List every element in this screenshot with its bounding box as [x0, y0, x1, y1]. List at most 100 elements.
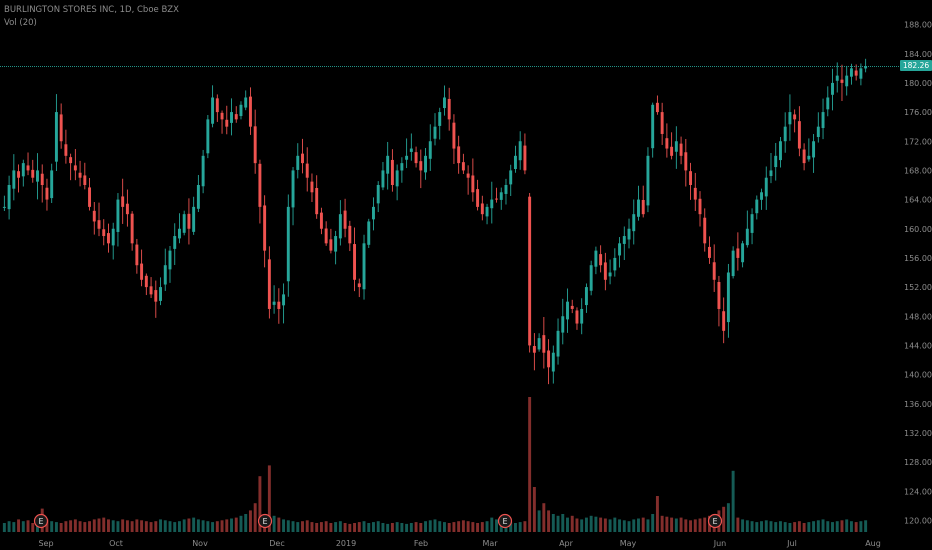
- candle: [793, 109, 797, 133]
- time-tick-label: Apr: [559, 539, 574, 548]
- volume-bar: [849, 521, 853, 532]
- chart-legend: BURLINGTON STORES INC, 1D, Cboe BZX Vol …: [4, 4, 179, 30]
- candle: [343, 198, 347, 238]
- candle: [36, 153, 39, 200]
- time-axis[interactable]: Sep Oct Nov Dec 2019 Feb Mar Apr May Jun Jul Aug: [38, 539, 880, 548]
- candle: [69, 153, 73, 181]
- candle-body: [201, 155, 205, 187]
- candle-body: [376, 185, 380, 204]
- candle-body: [428, 141, 432, 159]
- candle-body: [831, 82, 834, 95]
- candle-body: [168, 250, 172, 270]
- candle: [641, 185, 645, 218]
- candle: [509, 164, 513, 196]
- candle-body: [655, 102, 659, 113]
- price-tick-label: 180.00: [904, 79, 932, 88]
- volume-bar: [362, 521, 366, 532]
- volume-bar: [168, 521, 172, 532]
- volume-indicator-label[interactable]: Vol (20): [4, 18, 37, 28]
- candle: [258, 159, 262, 224]
- candle-body: [864, 66, 868, 69]
- candle-body: [684, 152, 688, 171]
- volume-bar: [130, 521, 134, 532]
- candle: [215, 94, 219, 122]
- volume-bar: [466, 521, 470, 532]
- earnings-marker[interactable]: E: [33, 513, 49, 529]
- candle: [679, 136, 683, 165]
- candle-body: [21, 163, 25, 177]
- time-tick-label: Oct: [109, 539, 123, 548]
- candle-body: [646, 155, 650, 206]
- candle: [845, 65, 849, 96]
- candle: [443, 85, 446, 116]
- candle-body: [495, 198, 498, 200]
- candle: [353, 227, 357, 292]
- earnings-marker[interactable]: E: [257, 513, 273, 529]
- candle-body: [239, 104, 243, 117]
- candle-body: [807, 155, 811, 160]
- volume-bar: [301, 521, 304, 532]
- volume-bar: [282, 519, 286, 532]
- candle: [826, 86, 830, 117]
- candle: [764, 166, 768, 210]
- candle-body: [12, 170, 16, 189]
- earnings-marker[interactable]: E: [707, 513, 723, 529]
- volume-bar: [206, 521, 210, 532]
- candle-body: [381, 170, 385, 188]
- candle: [88, 178, 92, 211]
- candle: [760, 188, 763, 210]
- price-tick-label: 136.00: [904, 400, 932, 409]
- candle: [357, 278, 361, 298]
- candle-body: [594, 250, 598, 267]
- candle-body: [528, 196, 532, 346]
- candle-body: [466, 173, 470, 178]
- symbol-title[interactable]: BURLINGTON STORES INC, 1D, Cboe BZX: [4, 5, 179, 15]
- volume-bar: [689, 520, 692, 532]
- volume-bar: [807, 522, 811, 532]
- volume-bar: [239, 515, 243, 532]
- volume-bar: [419, 523, 423, 532]
- candle-body: [329, 239, 333, 251]
- candle-body: [698, 198, 702, 215]
- candle: [329, 228, 333, 254]
- time-tick-label: Dec: [269, 539, 284, 548]
- candle: [225, 105, 229, 135]
- volume-bar: [741, 519, 745, 532]
- candle: [561, 298, 565, 345]
- candle-body: [173, 236, 177, 249]
- volume-bar: [125, 520, 129, 532]
- volume-bar: [835, 521, 839, 532]
- volume-bar: [395, 522, 399, 532]
- candle: [405, 138, 409, 169]
- candle: [528, 193, 532, 353]
- earnings-marker[interactable]: E: [497, 513, 513, 529]
- candle-body: [211, 97, 215, 124]
- price-axis[interactable]: 120.00 124.00 128.00 132.00 136.00 140.00 144.…: [904, 21, 932, 526]
- volume-bar: [575, 518, 579, 532]
- volume-bar: [513, 523, 517, 532]
- candle-body: [566, 301, 569, 320]
- candle: [116, 193, 120, 247]
- volume-bar: [319, 522, 323, 532]
- candle-body: [286, 206, 290, 282]
- candle: [447, 87, 451, 131]
- candle: [698, 191, 702, 227]
- candle-body: [234, 114, 238, 120]
- candle-body: [324, 228, 328, 244]
- candle: [17, 164, 21, 193]
- candle: [854, 64, 858, 81]
- candle: [589, 260, 593, 296]
- candle-body: [88, 187, 92, 207]
- volume-bar: [140, 520, 144, 532]
- candle-body: [835, 75, 839, 81]
- price-tick-label: 144.00: [904, 341, 932, 350]
- candle-body: [305, 163, 309, 178]
- candle-body: [282, 294, 286, 306]
- candle: [769, 153, 773, 184]
- time-tick-label: Aug: [865, 539, 881, 548]
- volume-bar: [31, 523, 35, 532]
- volume-bar: [722, 506, 726, 532]
- time-tick-label: Feb: [414, 539, 428, 548]
